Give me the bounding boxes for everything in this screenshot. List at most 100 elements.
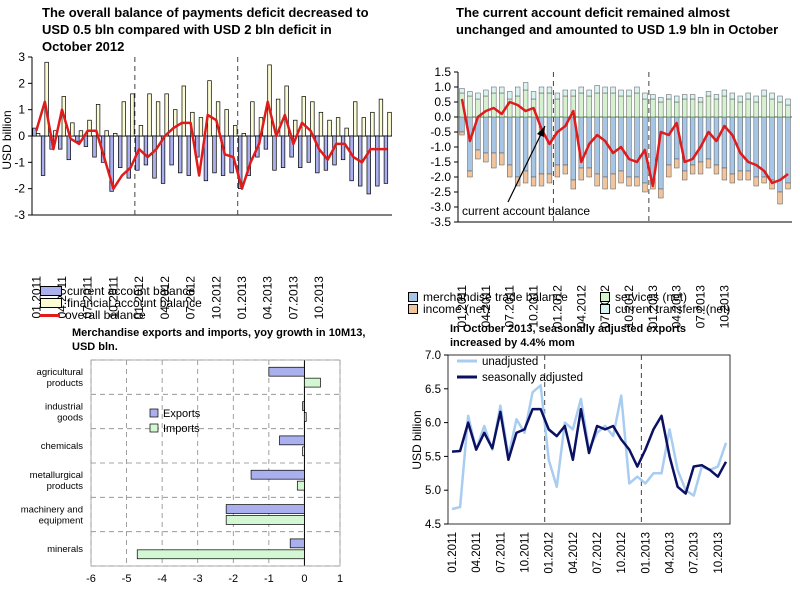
y-tick-label: 2 — [18, 76, 25, 90]
income-bar — [499, 152, 505, 166]
category-label: agricultural products — [37, 367, 84, 389]
y-tick-label: -2.5 — [430, 185, 451, 199]
merchandise-trade-bar — [666, 116, 672, 166]
current-transfers-bar — [634, 86, 640, 94]
income-bar — [507, 164, 513, 178]
financial-account-bar — [318, 111, 324, 137]
current-account-bar — [75, 135, 80, 142]
financial-account-bar — [35, 133, 41, 137]
y-tick-label: 0.0 — [434, 110, 451, 124]
services-bar — [753, 101, 759, 118]
income-bar — [705, 158, 712, 169]
merchandise-trade-bar — [610, 116, 616, 175]
financial-account-bar — [267, 64, 272, 137]
x-tick-label: 10.2013 — [312, 276, 326, 320]
services-bar — [602, 92, 608, 118]
imports-bar — [304, 412, 307, 422]
current-account-bar — [238, 135, 243, 190]
services-bar — [522, 89, 529, 118]
merchandise-trade-bar — [483, 116, 489, 154]
current-transfers-bar — [785, 98, 791, 106]
merchandise-trade-bar — [761, 116, 767, 178]
x-tick-label: -2 — [228, 573, 238, 585]
y-tick-label: 6.0 — [425, 418, 441, 430]
x-tick-label: 0 — [301, 573, 307, 585]
plot-frame — [447, 354, 731, 525]
ca-annotation-arrow — [507, 125, 546, 203]
ca-chart-panel: The current account deficit remained alm… — [400, 0, 800, 330]
merchandise-trade-bar — [602, 116, 608, 178]
merchandise-trade-bar — [491, 116, 497, 154]
current-transfers-bar — [546, 86, 553, 94]
bop-y-axis-title: USD billion — [0, 110, 14, 169]
current-transfers-bar — [626, 89, 632, 97]
x-tick-label: 10.2011 — [527, 285, 541, 328]
financial-account-bar — [130, 93, 135, 137]
merchandise-trade-bar — [626, 116, 632, 178]
y-tick-label: 3 — [18, 50, 25, 64]
merchandise-trade-bar — [507, 116, 513, 166]
merchandise-trade-bar — [499, 116, 505, 154]
income-bar — [745, 170, 751, 181]
merchandise-trade-bar — [753, 116, 759, 178]
x-tick-label: 01.2013 — [235, 276, 249, 320]
income-bar — [769, 179, 775, 190]
current-transfers-bar — [689, 94, 696, 100]
current-transfers-bar — [705, 91, 712, 97]
category-label: chemicals — [41, 441, 83, 452]
x-tick-label: 10.2012 — [616, 532, 628, 574]
services-bar — [618, 95, 624, 118]
financial-account-bar — [344, 127, 349, 137]
current-account-bar — [315, 135, 320, 174]
current-account-bar — [32, 127, 37, 137]
services-bar — [713, 98, 720, 118]
exports-legend-label: Exports — [163, 408, 201, 420]
income-bar — [761, 176, 767, 184]
y-tick-label: 5.0 — [425, 485, 441, 497]
x-tick-label: 04.2012 — [574, 285, 588, 329]
income-bar — [467, 170, 473, 178]
x-tick-label: 04.2011 — [479, 285, 493, 328]
financial-account-bar — [70, 122, 75, 137]
ca-legend-services-label: services (net) — [615, 290, 688, 304]
category-label: minerals — [47, 544, 83, 555]
financial-account-bar — [113, 133, 118, 137]
bop-legend-current-label: current account balance — [67, 284, 196, 298]
current-account-bar — [323, 135, 329, 171]
y-tick-label: 1.5 — [434, 65, 451, 79]
current-account-bar — [220, 135, 226, 176]
current-transfers-bar — [618, 89, 624, 97]
imports-bar — [302, 446, 305, 457]
y-tick-label: -3.5 — [430, 215, 451, 229]
financial-account-bar — [335, 117, 341, 137]
y-tick-label: -0.5 — [430, 125, 451, 139]
income-bar — [570, 179, 576, 190]
x-tick-label: 04.2012 — [568, 532, 580, 574]
merchandise-trade-bar — [546, 116, 553, 175]
income-bar — [674, 158, 680, 169]
financial-account-bar — [370, 111, 375, 137]
x-tick-label: 01.2011 — [29, 276, 43, 319]
income-bar — [689, 164, 696, 175]
income-bar — [721, 167, 728, 181]
financial-account-bar — [104, 130, 109, 137]
financial-account-bar — [121, 101, 126, 137]
financial-account-bar — [301, 96, 306, 137]
current-account-swatch — [40, 286, 62, 296]
services-bar — [586, 95, 592, 118]
services-bar — [642, 98, 648, 118]
current-transfers-bar — [658, 97, 664, 103]
services-bar — [491, 92, 497, 118]
income-bar — [666, 164, 672, 178]
financial-account-bar — [138, 125, 144, 137]
current-account-bar — [229, 135, 234, 174]
current-transfers-bar — [570, 89, 576, 97]
services-bar — [554, 98, 561, 118]
ca-legend-services: services (net) — [600, 291, 687, 303]
exports-legend-swatch — [149, 408, 159, 418]
current-transfers-bar — [761, 89, 767, 97]
y-tick-label: -2.0 — [430, 170, 451, 184]
x-tick-label: 07.2012 — [592, 532, 604, 574]
x-tick-label: 04.2012 — [158, 276, 172, 320]
x-tick-label: 07.2011 — [503, 285, 517, 328]
